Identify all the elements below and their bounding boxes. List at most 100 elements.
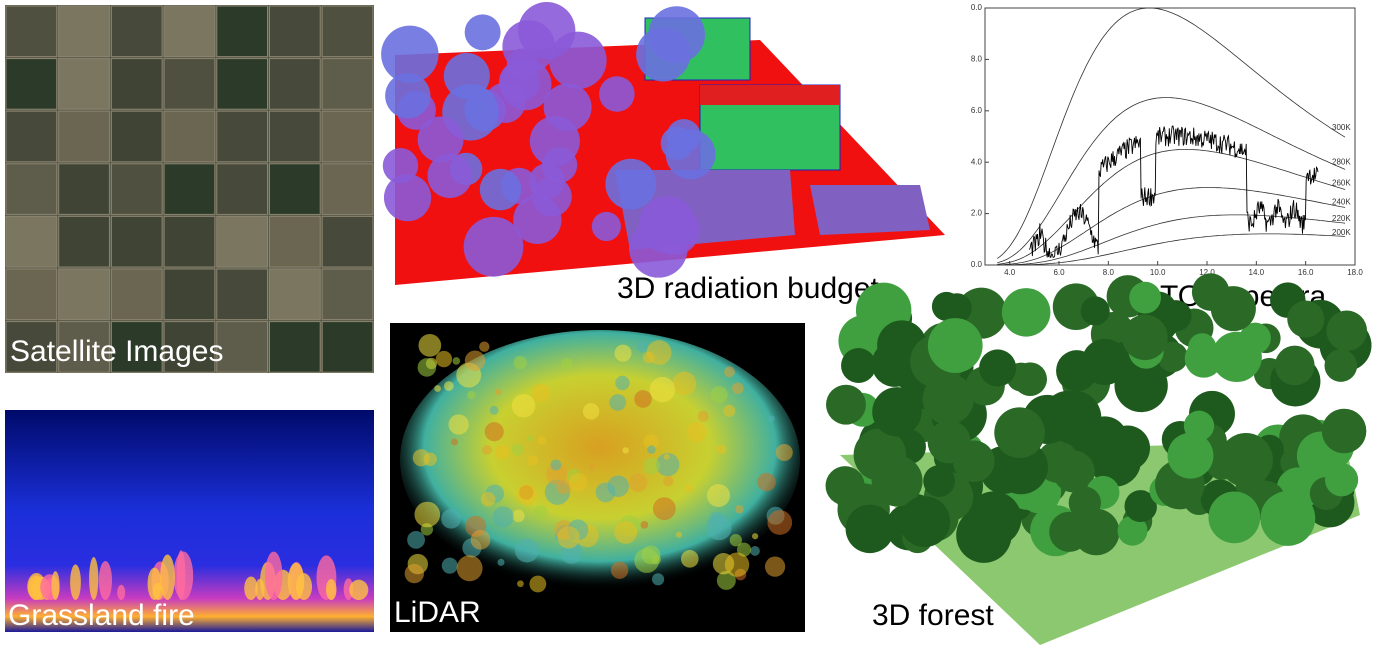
point-blob	[751, 533, 759, 540]
flame	[173, 551, 194, 600]
point-blob	[609, 394, 627, 411]
point-blob	[764, 556, 786, 577]
flame	[349, 579, 369, 601]
tree-crown	[1068, 486, 1102, 520]
tree-crown	[1052, 450, 1095, 493]
forest-image: 3D forest	[825, 273, 1372, 645]
tree-crown	[1105, 425, 1151, 471]
point-blob	[489, 405, 499, 415]
point-blob	[560, 358, 573, 371]
x-tick-label: 14.0	[1249, 268, 1265, 277]
point-blob	[479, 341, 490, 352]
blackbody-curve	[997, 233, 1346, 266]
tree-crown	[1167, 432, 1214, 479]
panel-label: Satellite Images	[10, 335, 223, 368]
point-blob	[582, 403, 600, 420]
field	[216, 110, 269, 163]
point-blob	[680, 550, 699, 568]
point-blob	[640, 520, 649, 529]
field	[110, 321, 163, 373]
field	[216, 321, 269, 373]
field	[269, 58, 321, 110]
point-blob	[423, 452, 437, 467]
x-tick-label: 8.0	[1103, 268, 1115, 277]
point-blob	[723, 404, 736, 417]
point-blob	[663, 453, 670, 460]
tree-crown	[956, 507, 1012, 563]
field	[163, 110, 216, 163]
tree-crown	[381, 25, 439, 83]
field	[269, 268, 321, 321]
point-blob	[414, 501, 441, 528]
tree-crown	[1260, 491, 1316, 546]
radiation-image: 3D radiation budget	[381, 2, 945, 305]
point-blob	[710, 386, 728, 404]
tree-crown	[427, 153, 473, 199]
point-blob	[527, 455, 539, 466]
tree-crown	[479, 168, 522, 211]
point-blob	[684, 484, 693, 493]
point-blob	[724, 366, 735, 378]
point-blob	[443, 381, 454, 391]
blackbody-curve	[997, 7, 1346, 259]
panel-label: 3D radiation budget	[617, 272, 880, 305]
tree-crown	[1128, 492, 1157, 522]
tree-crown	[899, 496, 951, 548]
point-blob	[516, 484, 538, 506]
y-tick-label: 2.0	[971, 209, 983, 218]
field	[269, 5, 321, 58]
field	[5, 58, 58, 110]
toa-chart: TOA spectra 4.06.08.010.012.014.016.018.…	[971, 3, 1363, 313]
x-tick-label: 10.0	[1150, 268, 1166, 277]
tree-crown	[666, 119, 701, 154]
field	[163, 268, 216, 321]
field	[5, 5, 58, 58]
field	[58, 5, 110, 58]
tree-crown	[923, 465, 956, 497]
tree-crown	[417, 116, 464, 163]
field	[321, 321, 374, 373]
point-blob	[663, 475, 674, 487]
tree-crown	[464, 14, 501, 51]
flame	[295, 573, 313, 600]
point-blob	[497, 558, 505, 566]
tree-crown	[1188, 333, 1217, 362]
point-blob	[568, 472, 588, 492]
field	[58, 163, 110, 215]
point-blob	[464, 350, 486, 371]
curve-label: 200K	[1332, 228, 1351, 237]
flame	[89, 557, 99, 600]
spectrum-curve	[1028, 125, 1319, 258]
flame	[70, 564, 81, 600]
point-blob	[533, 505, 548, 520]
tree-crown	[1324, 463, 1359, 497]
point-blob	[614, 344, 632, 362]
point-blob	[675, 531, 683, 538]
point-blob	[615, 375, 630, 391]
tree-crown	[952, 440, 995, 483]
point-blob	[435, 350, 453, 368]
point-blob	[441, 508, 461, 529]
tree-crown	[1236, 441, 1271, 477]
point-blob	[451, 438, 458, 446]
field	[110, 110, 163, 163]
point-blob	[531, 383, 551, 403]
point-blob	[595, 482, 616, 503]
x-tick-label: 4.0	[1004, 268, 1016, 277]
y-tick-label: 4.0	[971, 157, 983, 166]
point-blob	[417, 358, 437, 377]
y-tick-label: 6.0	[971, 106, 983, 115]
point-blob	[716, 444, 727, 455]
tree-crown	[1326, 310, 1368, 352]
point-blob	[537, 436, 547, 445]
field	[5, 110, 58, 163]
blackbody-curve	[997, 149, 1346, 265]
point-blob	[636, 340, 649, 353]
tree-crown	[1205, 447, 1239, 480]
y-tick-label: 0.0	[971, 260, 983, 269]
tree-crown	[502, 20, 556, 73]
tree-crown	[543, 83, 592, 132]
tree-crown	[979, 349, 1017, 387]
field	[163, 58, 216, 110]
